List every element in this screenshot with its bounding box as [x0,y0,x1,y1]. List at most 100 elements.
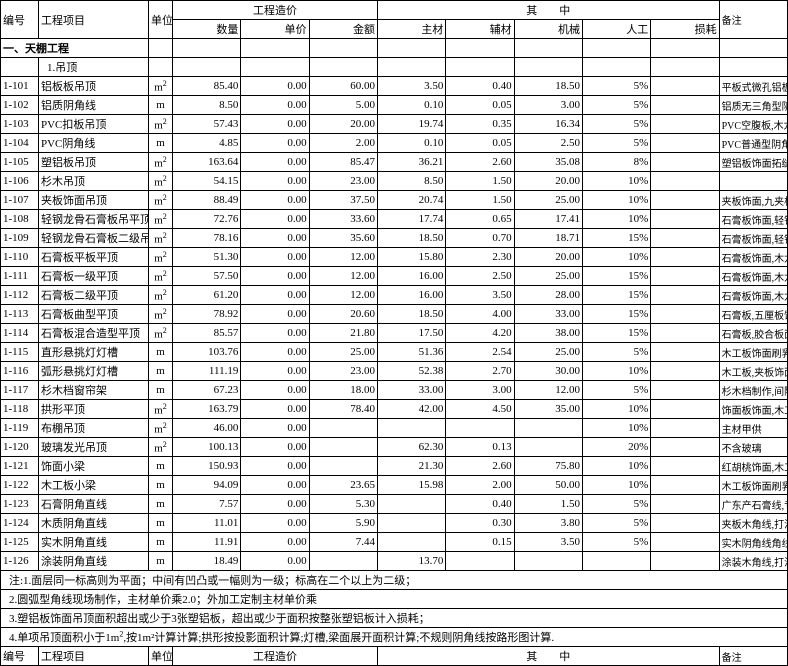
cell-labor: 10% [582,210,650,229]
cell-code: 1-123 [1,495,39,514]
cell-qty: 8.50 [173,96,241,115]
cell-mach: 35.08 [514,153,582,172]
cell-labor: 10% [582,419,650,438]
cell-loss [651,305,719,324]
cell-mach: 30.00 [514,362,582,381]
cell-name: 拱形平顶 [39,400,149,419]
cell-unit: m2 [149,286,173,305]
table-row: 1-102铝质阴角线m8.500.005.000.100.053.005%铝质无… [1,96,788,115]
cell-remark: 石膏板饰面,轻钢龙骨基架,开灯孔灯座,换气扇 [719,229,787,248]
cell-uprice: 0.00 [241,438,309,457]
cell-mach: 18.50 [514,77,582,96]
cell-aux: 0.15 [446,533,514,552]
cell-loss [651,229,719,248]
cell-unit: m2 [149,400,173,419]
cell-mach: 35.00 [514,400,582,419]
table-row: 1-101铝板板吊顶m285.400.0060.003.500.4018.505… [1,77,788,96]
cell-amount: 60.00 [309,77,377,96]
cell-uprice: 0.00 [241,191,309,210]
cell-amount: 20.60 [309,305,377,324]
cell-mach [514,419,582,438]
cell-labor: 15% [582,267,650,286]
cell-unit: m2 [149,115,173,134]
cell-qty: 4.85 [173,134,241,153]
cell-code: 1-105 [1,153,39,172]
cell-main: 16.00 [377,286,445,305]
cell-main: 16.00 [377,267,445,286]
cell-loss [651,134,719,153]
cell-loss [651,286,719,305]
cell-amount: 12.00 [309,286,377,305]
h-code: 编号 [1,1,39,39]
cell-uprice: 0.00 [241,305,309,324]
section-row: 一、天棚工程 [1,39,149,58]
cell-name: 铝板板吊顶 [39,77,149,96]
cell-remark: 木工板饰面刷乳胶漆,木档料基层,开灯孔或灯座木框制安 [719,343,787,362]
h-labor: 人工 [582,20,650,39]
cell-amount [309,419,377,438]
cell-qty: 7.57 [173,495,241,514]
cell-name: 夹板饰面吊顶 [39,191,149,210]
h-qty: 数量 [173,20,241,39]
cell-main: 33.00 [377,381,445,400]
cell-mach [514,438,582,457]
cell-labor: 8% [582,153,650,172]
table-row: 1-122木工板小梁m94.090.0023.6515.982.0050.001… [1,476,788,495]
cell-loss [651,400,719,419]
cell-name: 塑铝板吊顶 [39,153,149,172]
cell-amount: 21.80 [309,324,377,343]
table-row: 1-109轻钢龙骨石膏板二级吊顶m278.160.0035.6018.500.7… [1,229,788,248]
cell-aux: 0.40 [446,495,514,514]
cell-uprice: 0.00 [241,96,309,115]
cell-uprice: 0.00 [241,77,309,96]
cell-unit: m2 [149,210,173,229]
cell-amount: 85.47 [309,153,377,172]
cell-unit: m2 [149,248,173,267]
cell-uprice: 0.00 [241,153,309,172]
cell-uprice: 0.00 [241,210,309,229]
cell-aux: 1.50 [446,191,514,210]
cell-remark: 石膏板,五厘板饰面,木龙骨基层,开灯孔或灯座木框制安 [719,305,787,324]
cell-name: 铝质阴角线 [39,96,149,115]
cell-unit: m2 [149,153,173,172]
cell-code: 1-102 [1,96,39,115]
cell-labor: 20% [582,438,650,457]
cell-amount: 12.00 [309,248,377,267]
cell-main [377,533,445,552]
cell-labor: 10% [582,172,650,191]
cell-code: 1-101 [1,77,39,96]
cell-remark: 铝质无三角型阴角线,打洞用木榫,地龙钉安装 [719,96,787,115]
cell-aux: 1.50 [446,172,514,191]
cell-aux [446,552,514,571]
cell-aux: 2.00 [446,476,514,495]
cell-unit: m2 [149,172,173,191]
cell-amount: 78.40 [309,400,377,419]
cell-main [377,514,445,533]
cell-name: 石膏板曲型平顶 [39,305,149,324]
cell-main: 0.10 [377,134,445,153]
cell-uprice: 0.00 [241,476,309,495]
cell-code: 1-121 [1,457,39,476]
cell-labor: 10% [582,248,650,267]
cell-code: 1-115 [1,343,39,362]
cell-loss [651,419,719,438]
h-name: 工程项目 [39,1,149,39]
cell-name: 石膏阴角直线 [39,495,149,514]
cell-uprice: 0.00 [241,552,309,571]
f-name: 工程项目 [39,647,149,666]
cell-code: 1-112 [1,286,39,305]
cell-aux [446,419,514,438]
cell-labor: 10% [582,400,650,419]
table-row: 1-117杉木档窗帘架m67.230.0018.0033.003.0012.00… [1,381,788,400]
cell-labor: 5% [582,495,650,514]
cell-remark: 石膏板饰面,木龙骨基层,开灯孔或灯座木框制安 [719,248,787,267]
table-row: 1-111石膏板一级平顶m257.500.0012.0016.002.5025.… [1,267,788,286]
cell-unit: m2 [149,229,173,248]
cell-qty: 61.20 [173,286,241,305]
cell-amount [309,438,377,457]
cell-loss [651,457,719,476]
cell-aux: 0.30 [446,514,514,533]
cell-labor: 5% [582,514,650,533]
cell-mach: 75.80 [514,457,582,476]
cell-remark: 不含玻璃 [719,438,787,457]
